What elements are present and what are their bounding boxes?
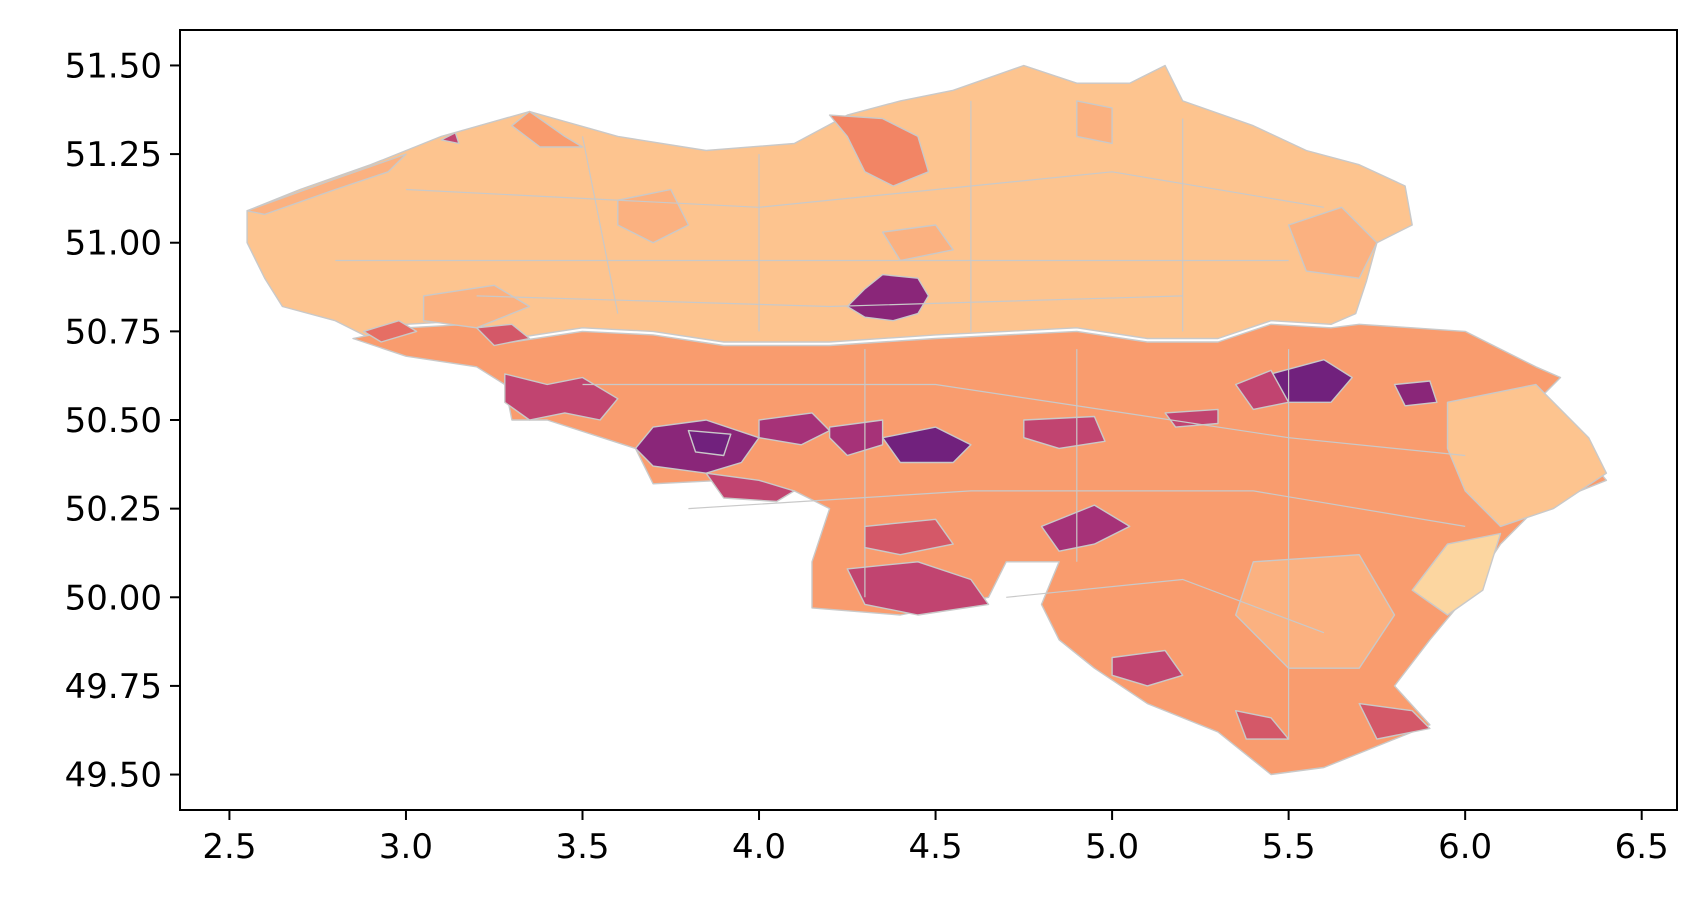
region-huy (1164, 408, 1219, 428)
internal-boundary-4 (688, 490, 1466, 527)
region-namur-west (1023, 415, 1106, 450)
region-brussels (846, 273, 930, 322)
region-hainaut-west (504, 373, 619, 421)
x-tick-label: 5.0 (1085, 827, 1139, 867)
internal-boundary-3 (582, 383, 1466, 457)
region-verviers (1393, 380, 1438, 407)
x-tick-label: 4.5 (909, 827, 963, 867)
region-wenduine-spot (440, 132, 460, 145)
region-kortrijk-area (422, 284, 531, 329)
region-givet-gap-north (1040, 504, 1131, 552)
region-mouscron (475, 323, 531, 347)
region-quaregnon-strip (705, 472, 795, 503)
region-limburg-east (1287, 206, 1378, 279)
map-layer (246, 64, 1608, 776)
region-bouillon (1111, 649, 1184, 687)
x-tick-label: 2.5 (202, 827, 256, 867)
y-tick-label: 51.00 (65, 224, 162, 264)
region-arlon (1358, 702, 1431, 740)
region-mons-center (687, 429, 732, 457)
internal-boundary-2 (476, 295, 1183, 308)
y-tick-label: 50.25 (65, 490, 162, 530)
x-tick-label: 5.5 (1262, 827, 1316, 867)
internal-boundary-1 (405, 171, 1324, 208)
x-tick-label: 3.5 (555, 827, 609, 867)
y-tick-label: 51.25 (65, 135, 162, 175)
y-tick-label: 50.50 (65, 401, 162, 441)
x-axis: 2.5 3.0 3.5 4.0 4.5 5.0 5.5 6.0 6.5 (202, 810, 1669, 867)
region-mechelen-area (881, 224, 954, 262)
x-tick-label: 6.5 (1615, 827, 1669, 867)
region-turnhout-area (1076, 100, 1113, 145)
y-tick-label: 50.75 (65, 312, 162, 352)
boundary-lines (335, 100, 1466, 740)
region-la-louviere (758, 412, 831, 446)
y-axis: 49.50 49.75 50.00 50.25 50.50 50.75 51.00 51.25… (65, 46, 180, 796)
region-antwerp (828, 114, 930, 187)
x-tick-label: 6.0 (1438, 827, 1492, 867)
x-tick-label: 4.0 (732, 827, 786, 867)
internal-boundary-5 (1006, 578, 1325, 634)
y-tick-label: 51.50 (65, 46, 162, 86)
region-st-vith (1411, 532, 1502, 616)
region-sint-laureins (511, 110, 584, 148)
region-chimay (846, 561, 990, 616)
internal-boundary-6 (581, 136, 619, 314)
y-tick-label: 49.50 (65, 756, 162, 796)
region-east-cantons (1446, 383, 1608, 528)
x-tick-label: 3.0 (379, 827, 433, 867)
y-tick-label: 50.00 (65, 578, 162, 618)
region-luxembourg-mid (1234, 554, 1396, 669)
y-tick-label: 49.75 (65, 667, 162, 707)
region-comines (362, 320, 418, 343)
region-charleroi (881, 426, 972, 464)
region-west-flanders-coast-strip (246, 153, 407, 216)
